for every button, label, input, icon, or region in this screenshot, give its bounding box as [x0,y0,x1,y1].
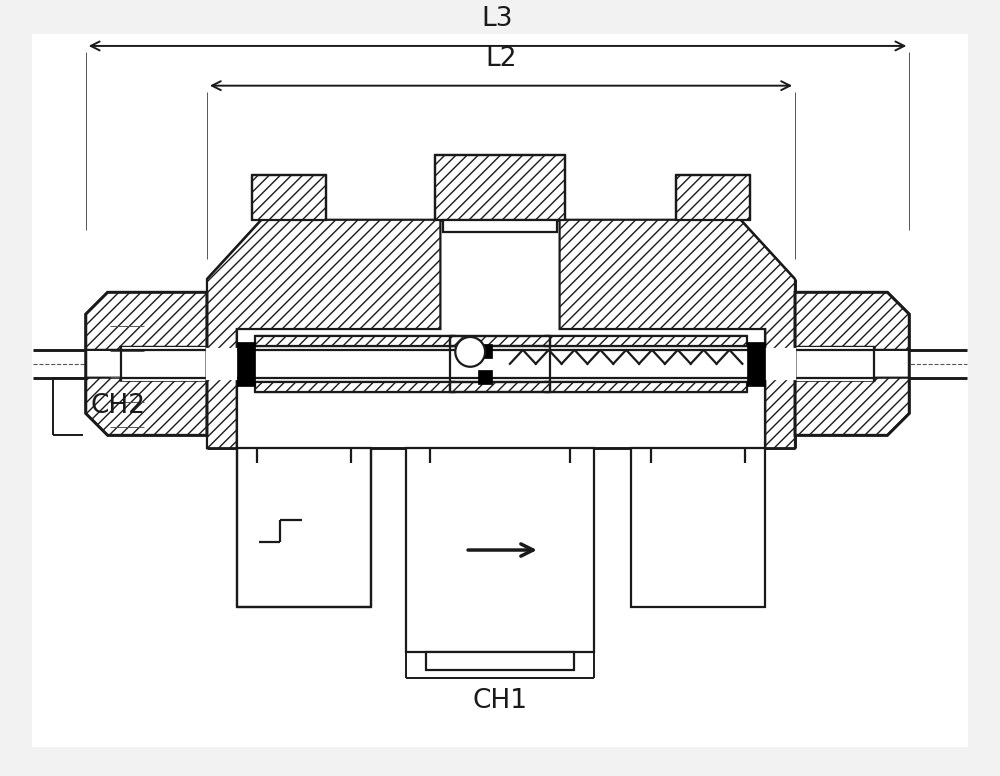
Bar [443,220,557,232]
Bar [237,449,371,607]
Bar [795,347,874,381]
Polygon shape [86,378,207,435]
Polygon shape [676,175,750,220]
Polygon shape [255,382,455,392]
Circle shape [455,337,485,367]
Polygon shape [545,382,747,392]
Bar [406,449,594,652]
Polygon shape [795,293,909,435]
Polygon shape [545,336,747,346]
Bar [478,369,492,383]
Polygon shape [560,220,795,449]
Polygon shape [450,382,550,392]
Polygon shape [252,175,326,220]
Bar [237,342,255,386]
Bar [207,349,795,379]
Polygon shape [255,336,455,346]
Bar [478,344,492,358]
Bar [426,652,574,670]
Polygon shape [450,336,550,346]
Bar [631,449,765,607]
Text: CH1: CH1 [473,688,528,714]
Polygon shape [795,293,909,350]
Polygon shape [795,378,909,435]
Polygon shape [207,220,440,449]
Polygon shape [86,293,207,435]
Text: L2: L2 [485,46,517,71]
Text: CH2: CH2 [91,393,146,420]
Bar [121,347,207,381]
Bar [747,342,765,386]
Polygon shape [435,155,565,220]
Polygon shape [86,293,207,350]
Text: L3: L3 [482,6,513,32]
